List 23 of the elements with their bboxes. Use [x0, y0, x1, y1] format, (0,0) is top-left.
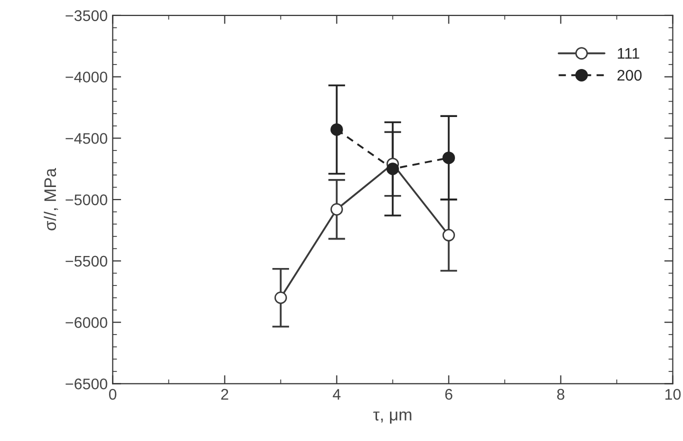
y-tick-label: −5500 [66, 256, 108, 267]
point [442, 228, 455, 242]
legend-label: 111 [618, 48, 640, 59]
y-axis-title: σ//, MPa [44, 168, 58, 230]
x-tick-label: 6 [445, 388, 452, 400]
y-tick-label: −4000 [66, 72, 108, 82]
y-tick-label: −6500 [66, 378, 108, 390]
x-tick-label: 8 [557, 388, 564, 400]
point [274, 292, 287, 304]
point [330, 123, 343, 136]
y-tick-label: −3500 [66, 10, 108, 22]
x-tick-label: 0 [109, 388, 116, 400]
y-tick-label: −4500 [66, 133, 108, 144]
y-tick-label: −5000 [66, 194, 108, 206]
point [386, 162, 399, 176]
x-tick-label: 10 [665, 388, 681, 400]
legend-label: 200 [617, 70, 642, 81]
y-tick-label: −6000 [66, 317, 108, 328]
point [442, 152, 455, 164]
x-axis-title: τ, μm [373, 411, 412, 424]
x-tick-label: 2 [221, 388, 228, 400]
point [330, 203, 343, 216]
x-tick-label: 4 [332, 389, 341, 400]
